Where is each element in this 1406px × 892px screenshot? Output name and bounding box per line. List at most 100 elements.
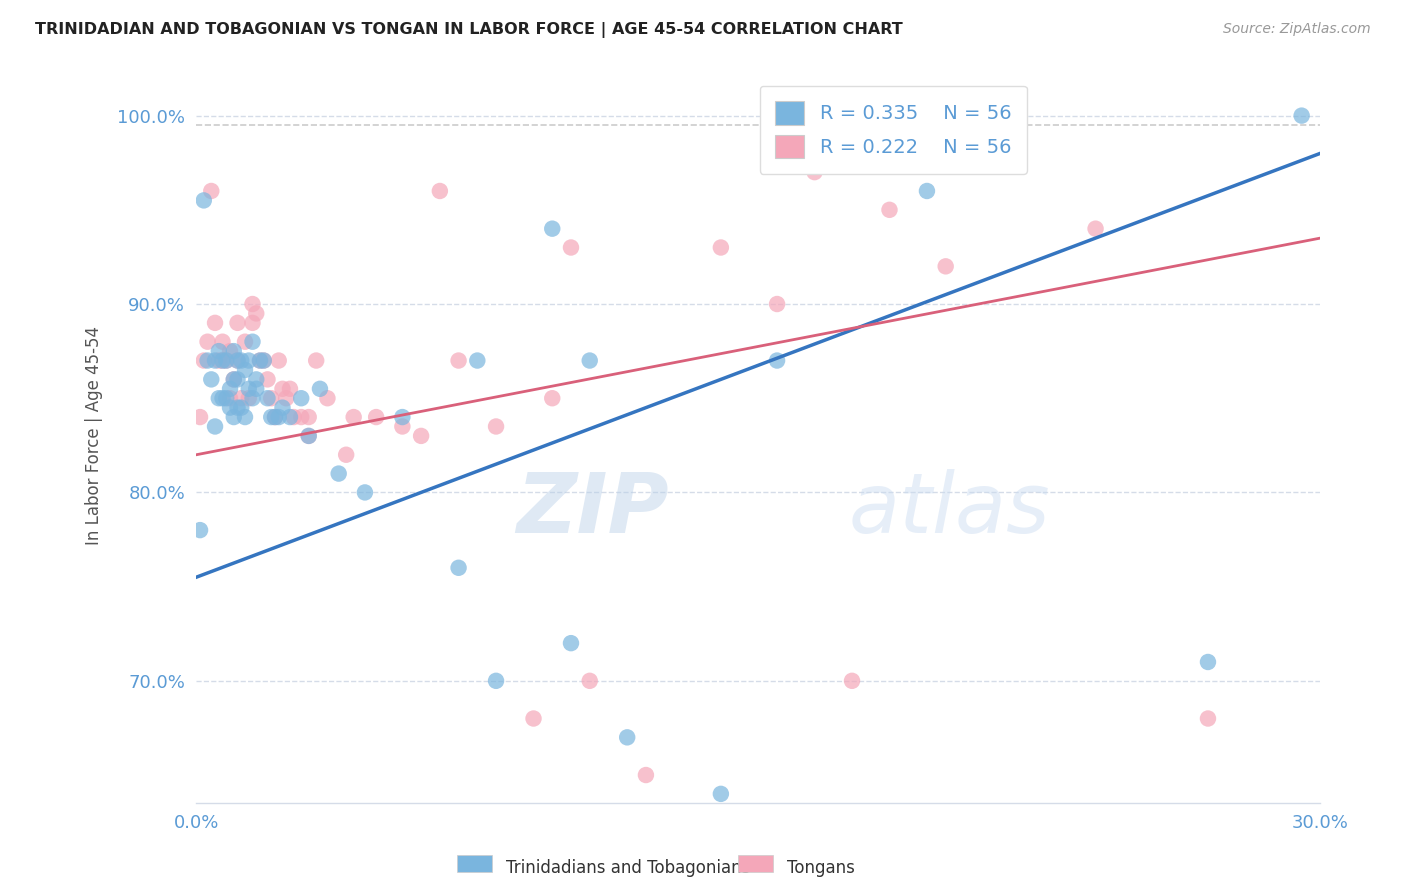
Point <box>200 372 222 386</box>
Point <box>233 410 256 425</box>
Point <box>222 372 245 386</box>
Point <box>211 353 233 368</box>
Point <box>578 353 600 368</box>
Point <box>226 353 249 368</box>
Point <box>290 410 312 425</box>
Point <box>267 353 290 368</box>
Point <box>219 344 242 359</box>
Point <box>215 353 238 368</box>
Point <box>249 353 271 368</box>
Point <box>447 561 470 575</box>
Point <box>1291 109 1313 123</box>
Point <box>219 391 242 405</box>
Point <box>354 485 377 500</box>
Point <box>260 391 283 405</box>
Point <box>411 429 433 443</box>
Point <box>335 448 357 462</box>
Point <box>245 306 267 320</box>
Point <box>316 391 339 405</box>
Text: Source: ZipAtlas.com: Source: ZipAtlas.com <box>1223 22 1371 37</box>
Point <box>366 410 388 425</box>
Point <box>256 391 278 405</box>
Point <box>231 353 253 368</box>
Point <box>1197 655 1219 669</box>
Point <box>267 410 290 425</box>
Point <box>215 391 238 405</box>
Point <box>309 382 332 396</box>
Point <box>915 184 938 198</box>
Point <box>193 194 215 208</box>
Point <box>219 382 242 396</box>
Point <box>226 316 249 330</box>
Point <box>879 202 901 217</box>
Point <box>278 382 301 396</box>
Point <box>222 372 245 386</box>
Point <box>245 382 267 396</box>
Point <box>522 712 544 726</box>
Point <box>242 316 264 330</box>
Point <box>233 363 256 377</box>
Point <box>242 334 264 349</box>
Point <box>188 523 211 537</box>
Point <box>560 636 582 650</box>
Point <box>485 419 508 434</box>
Point <box>485 673 508 688</box>
Point <box>211 334 233 349</box>
Point <box>215 353 238 368</box>
Point <box>841 673 863 688</box>
Legend: R = 0.335    N = 56, R = 0.222    N = 56: R = 0.335 N = 56, R = 0.222 N = 56 <box>759 86 1026 174</box>
Point <box>271 401 294 415</box>
Point <box>766 297 789 311</box>
Text: atlas: atlas <box>848 469 1050 549</box>
Point <box>204 353 226 368</box>
Point <box>204 316 226 330</box>
Point <box>298 429 321 443</box>
Point <box>249 353 271 368</box>
Point <box>391 410 413 425</box>
Point <box>238 391 260 405</box>
Point <box>245 372 267 386</box>
Point <box>343 410 366 425</box>
Point <box>197 353 219 368</box>
Y-axis label: In Labor Force | Age 45-54: In Labor Force | Age 45-54 <box>86 326 103 545</box>
Point <box>242 297 264 311</box>
Point <box>935 260 957 274</box>
Point <box>391 419 413 434</box>
Point <box>219 401 242 415</box>
Point <box>233 334 256 349</box>
Point <box>634 768 657 782</box>
Point <box>283 410 305 425</box>
Point <box>238 353 260 368</box>
Point <box>208 344 231 359</box>
Point <box>541 221 564 235</box>
Point <box>1197 712 1219 726</box>
Point <box>710 240 733 254</box>
Point <box>226 401 249 415</box>
Point <box>264 410 287 425</box>
Point <box>231 391 253 405</box>
Point <box>211 353 233 368</box>
Point <box>211 391 233 405</box>
Point <box>803 165 825 179</box>
Point <box>256 372 278 386</box>
Point <box>541 391 564 405</box>
Point <box>578 673 600 688</box>
Point <box>298 410 321 425</box>
Point <box>208 353 231 368</box>
Point <box>278 410 301 425</box>
Point <box>222 410 245 425</box>
Point <box>260 410 283 425</box>
Point <box>290 391 312 405</box>
Point <box>197 334 219 349</box>
Point <box>200 184 222 198</box>
Point <box>276 391 298 405</box>
Point <box>1084 221 1107 235</box>
Point <box>264 410 287 425</box>
Point <box>226 353 249 368</box>
Point <box>298 429 321 443</box>
Point <box>231 401 253 415</box>
Point <box>188 410 211 425</box>
Point <box>222 344 245 359</box>
Point <box>447 353 470 368</box>
Point <box>238 382 260 396</box>
